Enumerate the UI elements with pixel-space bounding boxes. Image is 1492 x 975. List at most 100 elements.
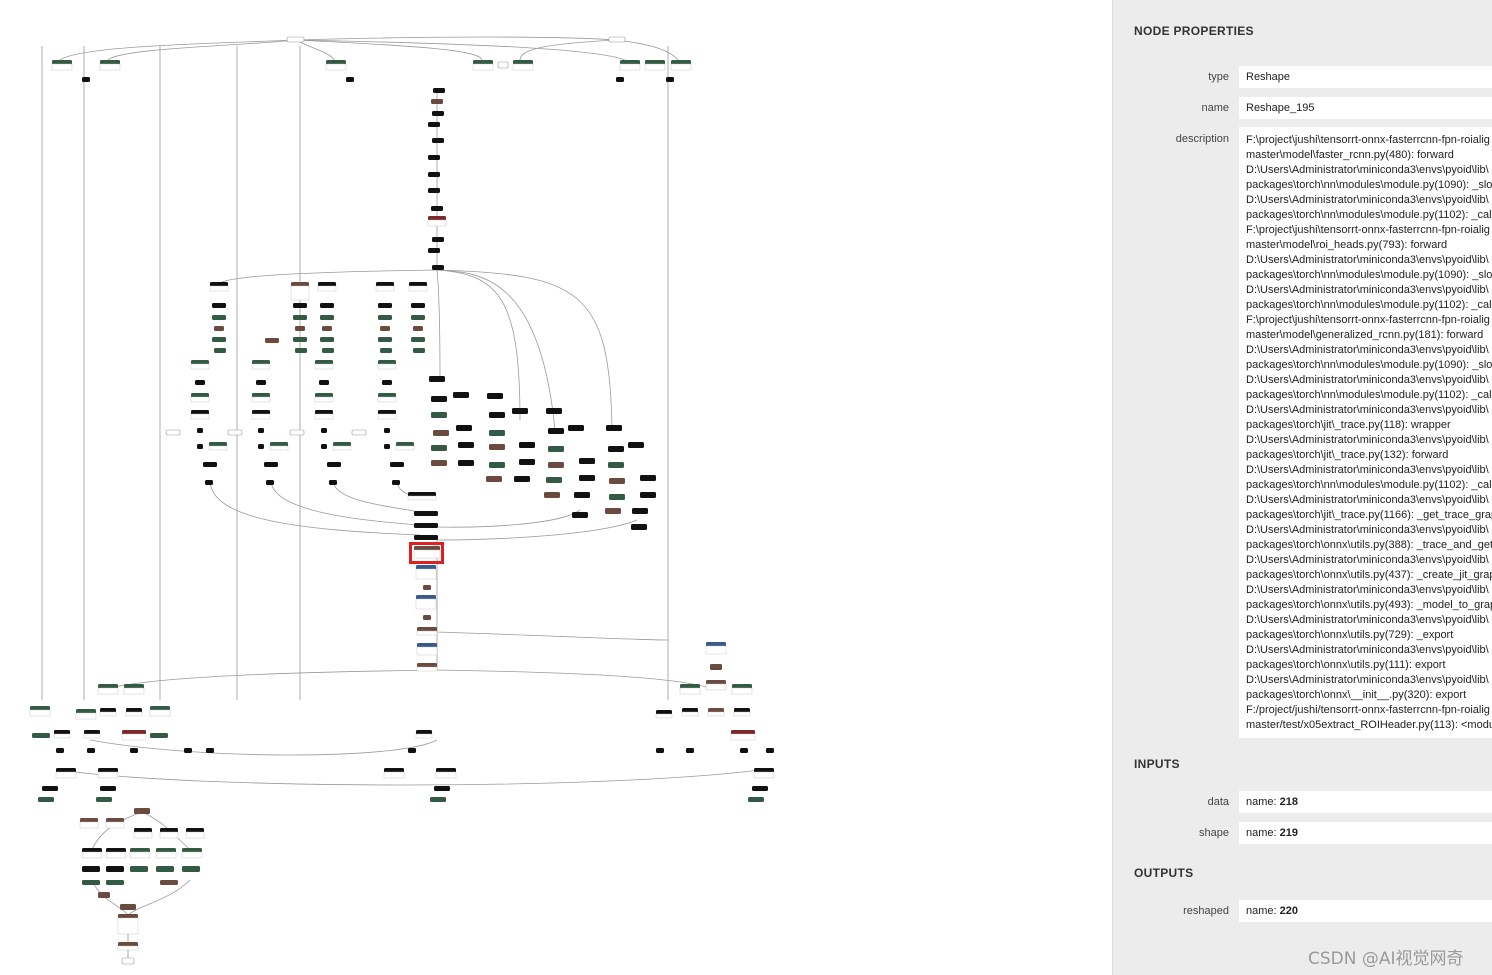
graph-node[interactable] [195,380,205,385]
graph-node[interactable] [289,429,305,436]
type-field[interactable]: Reshape [1239,66,1492,88]
selected-node-highlight[interactable] [409,542,444,564]
graph-node[interactable] [322,326,332,331]
graph-node[interactable] [197,428,203,433]
graph-node[interactable] [544,492,560,498]
graph-node[interactable] [121,957,135,965]
graph-node[interactable] [606,425,622,431]
graph-node[interactable] [351,429,367,436]
graph-node[interactable] [322,348,334,353]
graph-node[interactable] [100,786,116,791]
graph-node[interactable] [256,380,266,385]
graph-node[interactable] [428,122,440,127]
graph-node[interactable] [572,512,588,518]
graph-node[interactable] [414,535,438,540]
graph-node[interactable] [748,797,764,802]
graph-node[interactable] [156,866,174,872]
model-graph-canvas[interactable] [0,0,1110,975]
graph-node[interactable] [205,480,213,485]
graph-node[interactable] [329,480,337,485]
graph-node[interactable] [258,444,264,449]
graph-node[interactable] [258,428,264,433]
graph-node[interactable] [666,77,674,82]
graph-node[interactable] [408,748,416,753]
graph-node[interactable] [512,408,528,414]
graph-node[interactable] [432,237,444,242]
graph-node[interactable] [453,392,469,398]
output-reshaped-field[interactable]: name: 220 [1239,900,1492,922]
graph-node[interactable] [640,475,656,481]
graph-node[interactable] [265,338,279,343]
graph-node[interactable] [392,480,400,485]
graph-node[interactable] [686,748,694,753]
graph-node[interactable] [295,326,305,331]
graph-node[interactable] [429,376,445,382]
graph-node[interactable] [605,508,621,514]
graph-node[interactable] [431,99,443,104]
graph-node[interactable] [165,429,181,436]
graph-node[interactable] [616,77,624,82]
graph-node[interactable] [608,36,626,43]
graph-node[interactable] [293,303,307,308]
graph-node[interactable] [546,477,562,483]
graph-node[interactable] [321,444,327,449]
graph-node[interactable] [608,446,624,452]
graph-node[interactable] [212,303,226,308]
graph-node[interactable] [56,748,64,753]
graph-node[interactable] [428,172,440,177]
graph-node[interactable] [160,880,178,885]
graph-node[interactable] [106,866,124,872]
graph-node[interactable] [266,480,274,485]
graph-node[interactable] [197,444,203,449]
graph-node[interactable] [548,462,564,468]
graph-node[interactable] [346,77,354,82]
graph-node[interactable] [434,786,450,791]
graph-node[interactable] [286,36,305,43]
graph-node[interactable] [489,462,505,468]
graph-node[interactable] [96,797,112,802]
graph-node[interactable] [430,797,446,802]
graph-node[interactable] [487,393,503,399]
graph-node[interactable] [120,904,136,910]
graph-node[interactable] [740,748,748,753]
graph-node[interactable] [458,442,474,448]
graph-node[interactable] [431,412,447,418]
graph-node[interactable] [378,337,392,342]
graph-node[interactable] [579,458,595,464]
graph-node[interactable] [214,326,224,331]
graph-node[interactable] [82,77,90,82]
graph-node[interactable] [546,408,562,414]
graph-node[interactable] [130,748,138,753]
graph-node[interactable] [378,303,392,308]
graph-node[interactable] [320,337,334,342]
graph-node[interactable] [423,615,431,620]
description-field[interactable]: F:\project\jushi\tensorrt-onnx-fasterrcn… [1239,127,1492,738]
graph-node[interactable] [414,523,438,528]
graph-node[interactable] [212,337,226,342]
graph-node[interactable] [431,445,447,451]
graph-node[interactable] [432,265,444,270]
graph-node[interactable] [514,476,530,482]
graph-node[interactable] [458,460,474,466]
graph-node[interactable] [384,444,390,449]
graph-node[interactable] [390,462,404,467]
graph-node[interactable] [150,733,168,738]
graph-node[interactable] [432,138,444,143]
graph-node[interactable] [38,797,54,802]
graph-node[interactable] [632,508,648,514]
graph-node[interactable] [431,206,443,211]
graph-node[interactable] [433,430,449,436]
name-field[interactable]: Reshape_195 [1239,97,1492,119]
graph-node[interactable] [214,348,226,353]
graph-node[interactable] [384,428,390,433]
graph-node[interactable] [414,511,438,516]
input-data-field[interactable]: name: 218 [1239,791,1492,813]
graph-node[interactable] [206,748,214,753]
graph-node[interactable] [320,303,334,308]
graph-node[interactable] [82,880,100,885]
graph-node[interactable] [130,866,148,872]
graph-node[interactable] [519,459,535,465]
graph-node[interactable] [212,315,226,320]
graph-node[interactable] [431,396,447,402]
graph-node[interactable] [321,428,327,433]
